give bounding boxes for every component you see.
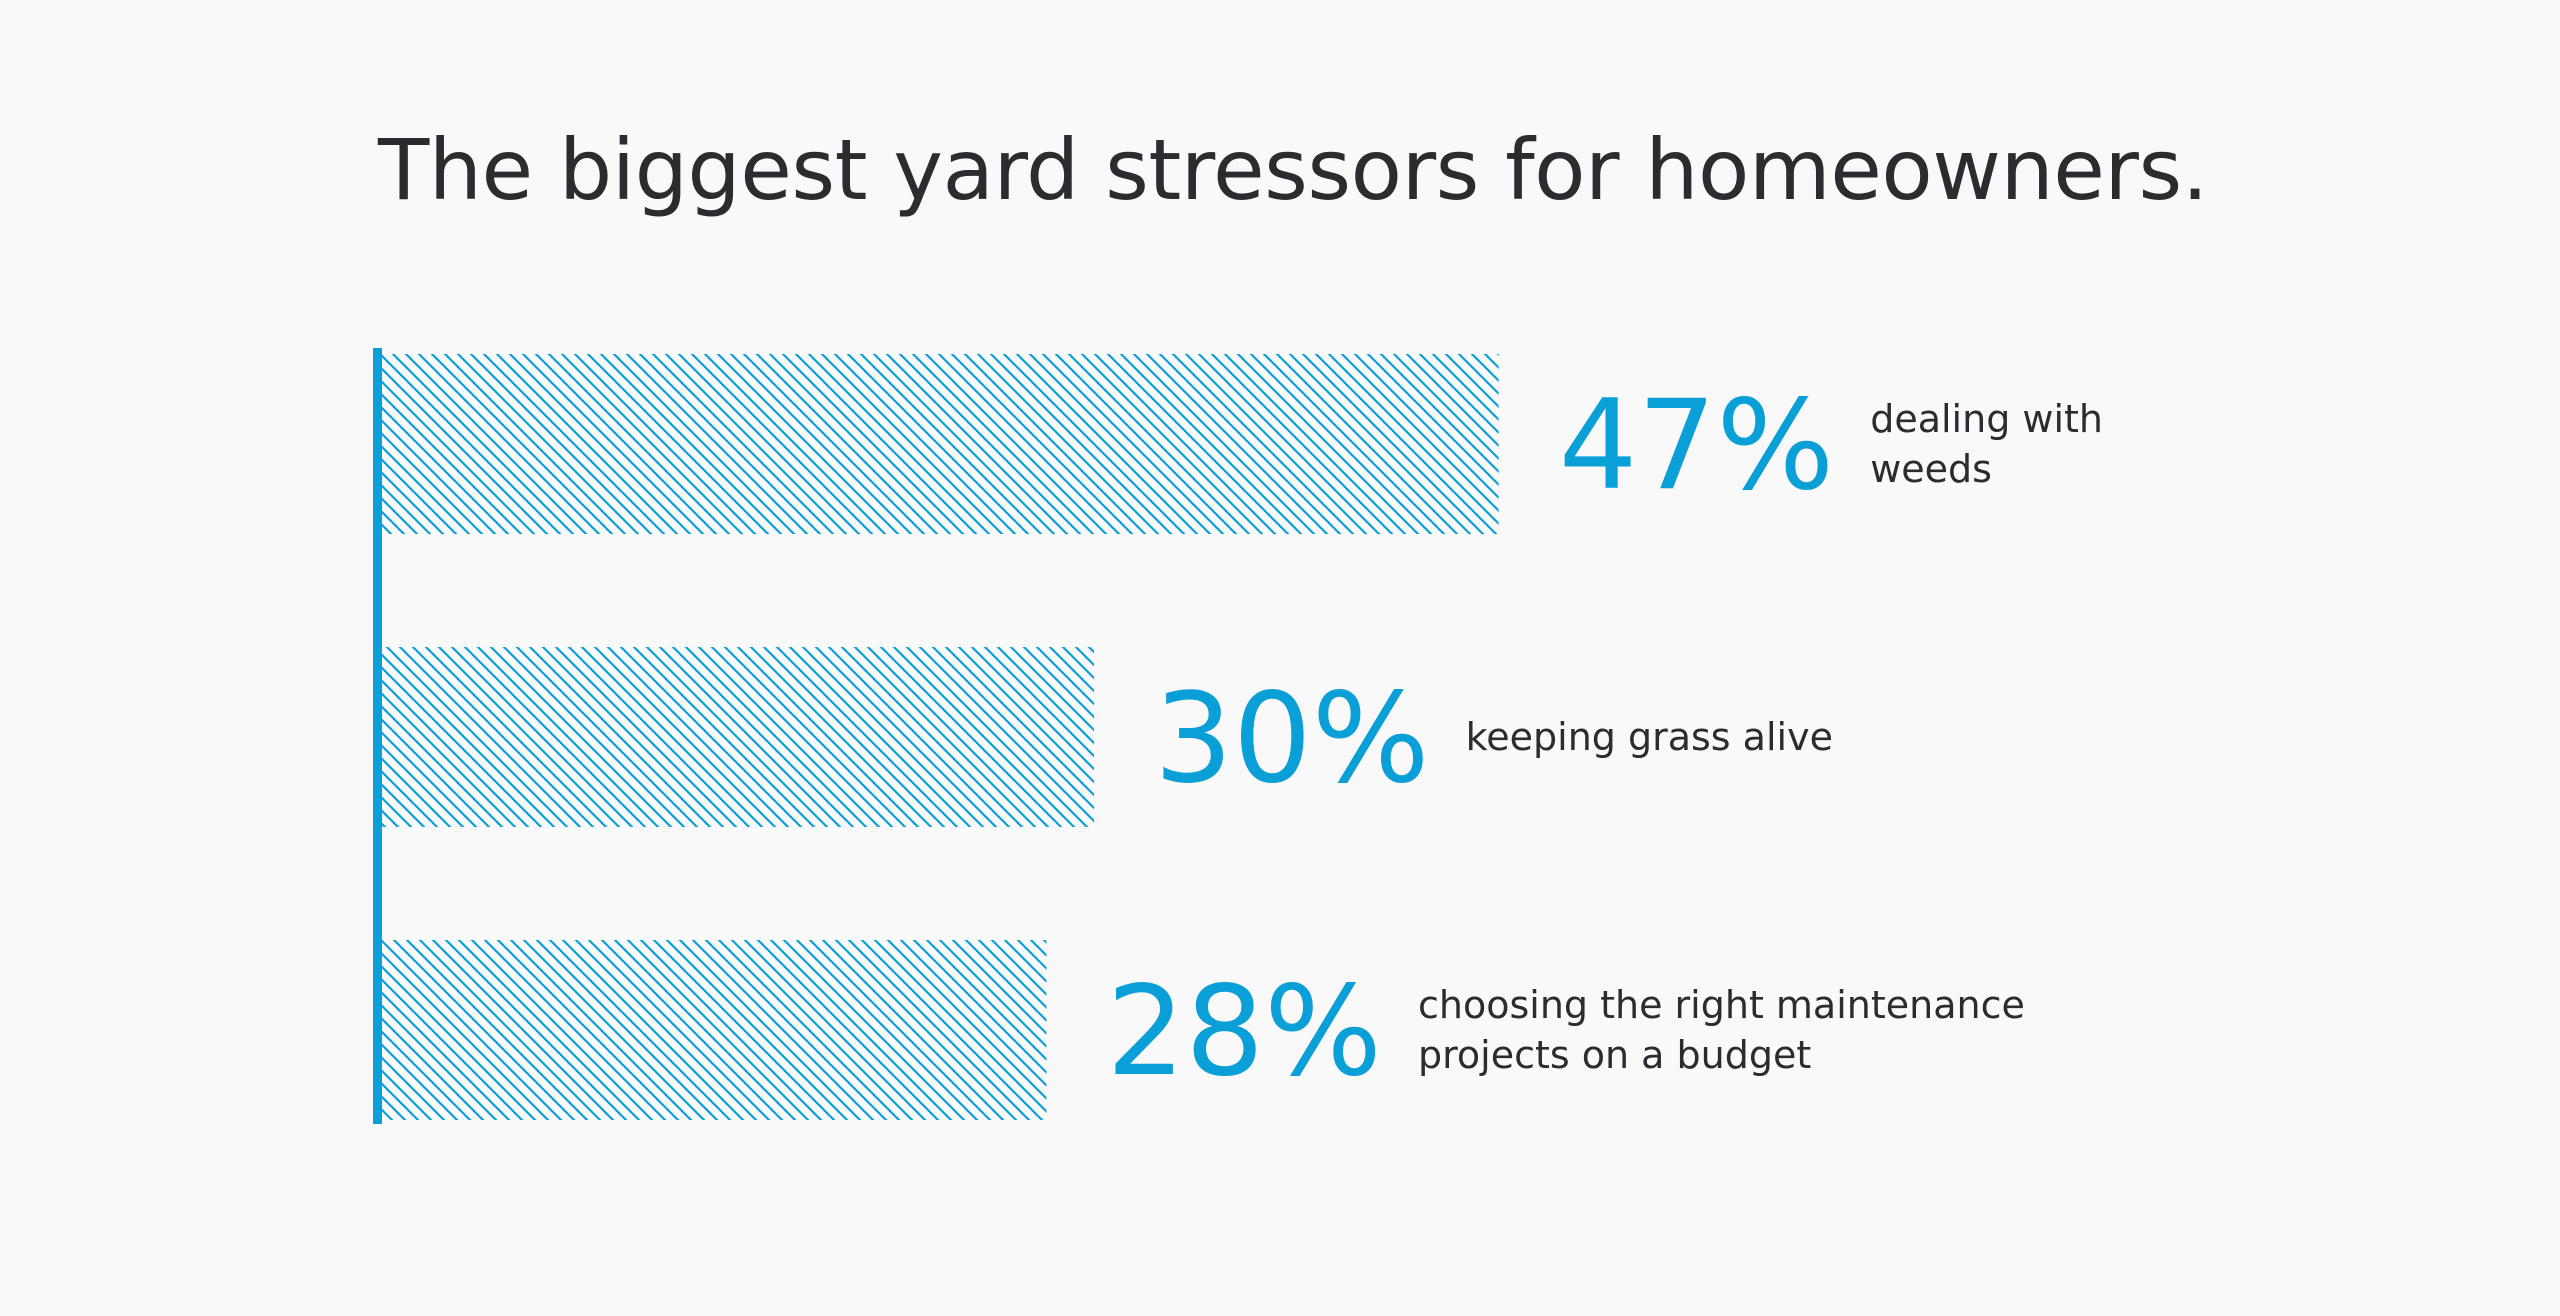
category-label-2: keeping grass alive bbox=[1466, 715, 1833, 759]
value-label-3: 28% bbox=[1106, 960, 1382, 1104]
value-label-2: 30% bbox=[1154, 667, 1430, 811]
bar-1 bbox=[380, 354, 1499, 534]
chart-title: The biggest yard stressors for homeowner… bbox=[378, 121, 2208, 219]
category-label-1: dealing with weeds bbox=[1870, 397, 2103, 491]
bar-2 bbox=[380, 647, 1094, 827]
axis-line bbox=[373, 348, 382, 1124]
bar-3 bbox=[380, 940, 1047, 1120]
labels-layer: 47% dealing with weeds 30% keeping grass ali… bbox=[1106, 374, 2103, 1104]
value-label-1: 47% bbox=[1559, 374, 1835, 518]
bars-layer bbox=[380, 354, 1499, 1120]
category-label-3: choosing the right maintenance projects o… bbox=[1418, 983, 2025, 1077]
